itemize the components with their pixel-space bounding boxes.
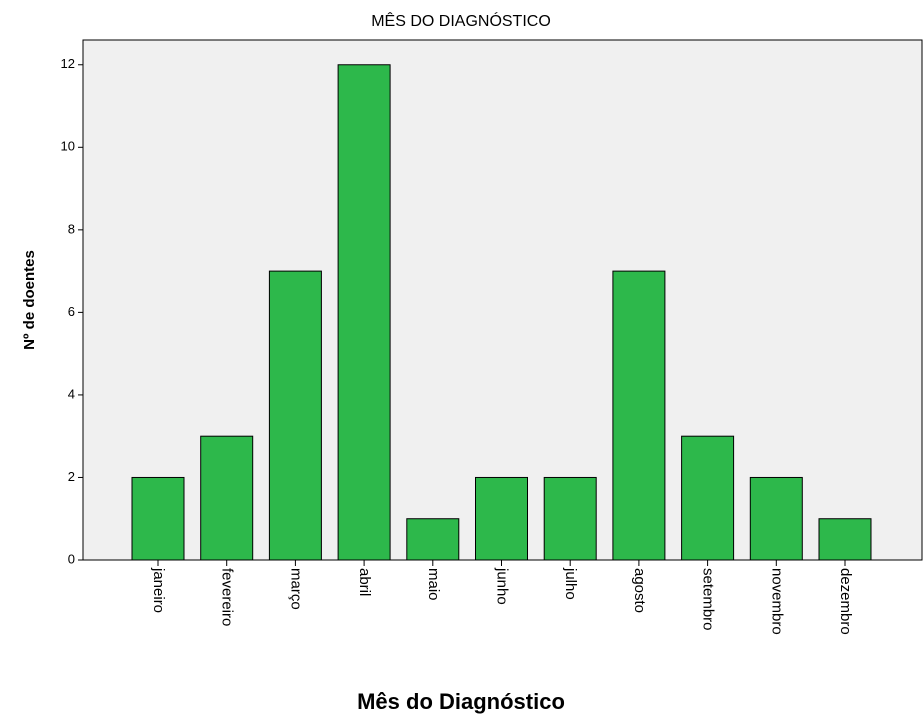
- chart-title: MÊS DO DIAGNÓSTICO: [371, 11, 551, 30]
- bar: [131, 476, 185, 561]
- x-tick-label: junho: [494, 567, 511, 605]
- y-tick-label: 4: [68, 386, 75, 401]
- x-tick-label: maio: [425, 568, 442, 601]
- bar: [200, 435, 254, 561]
- bar: [406, 518, 460, 561]
- bar: [612, 270, 666, 561]
- bar: [268, 270, 322, 561]
- y-tick-label: 0: [68, 551, 75, 566]
- y-tick-label: 10: [61, 139, 75, 154]
- x-tick-label: novembro: [768, 568, 785, 635]
- x-tick-label: julho: [562, 567, 579, 600]
- bar: [681, 435, 735, 561]
- x-axis-title: Mês do Diagnóstico: [357, 689, 565, 714]
- x-tick-label: março: [287, 568, 304, 610]
- y-tick-label: 2: [68, 469, 75, 484]
- bar: [749, 476, 803, 561]
- y-tick-label: 8: [68, 221, 75, 236]
- y-axis-title: Nº de doentes: [21, 250, 38, 350]
- x-tick-label: dezembro: [837, 568, 854, 635]
- x-tick-label: fevereiro: [219, 568, 236, 626]
- x-tick-label: janeiro: [150, 567, 167, 613]
- bar: [818, 518, 872, 561]
- x-tick-label: setembro: [700, 568, 717, 631]
- bar: [475, 476, 528, 561]
- y-tick-label: 6: [68, 304, 75, 319]
- y-tick-label: 12: [61, 56, 75, 71]
- x-tick-label: agosto: [631, 568, 648, 613]
- bar: [543, 476, 597, 561]
- bar: [337, 64, 391, 561]
- x-tick-label: abril: [356, 568, 373, 596]
